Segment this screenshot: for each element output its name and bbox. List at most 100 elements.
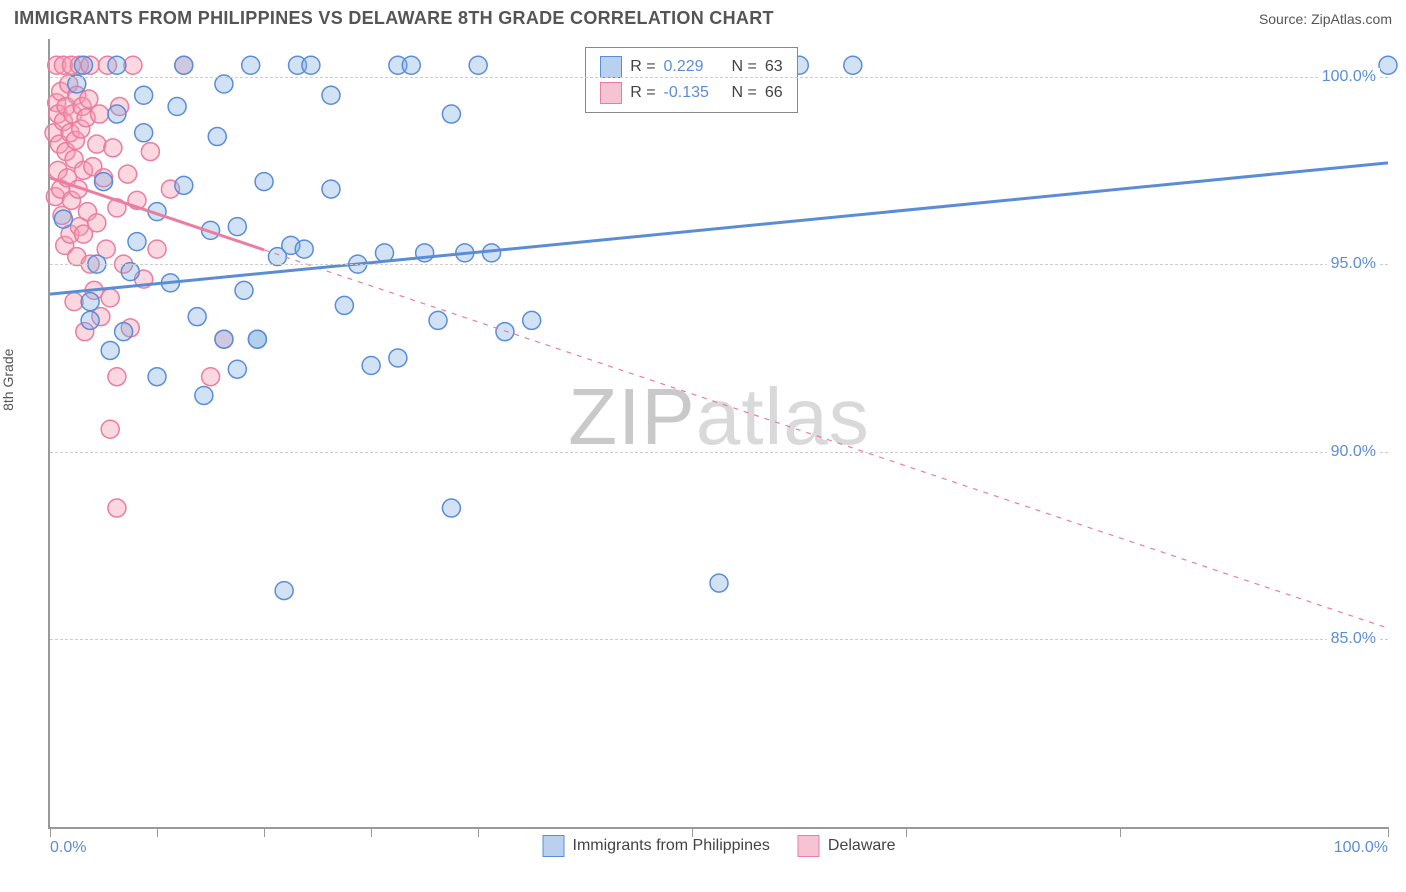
trend-line — [50, 163, 1388, 294]
data-point — [710, 574, 728, 592]
data-point — [74, 56, 92, 74]
data-point — [119, 165, 137, 183]
data-point — [88, 214, 106, 232]
data-point — [215, 75, 233, 93]
data-point — [235, 281, 253, 299]
y-tick-label: 100.0% — [1318, 68, 1380, 86]
y-tick-label: 85.0% — [1327, 630, 1380, 648]
data-point — [295, 240, 313, 258]
data-point — [228, 360, 246, 378]
data-point — [88, 135, 106, 153]
data-point — [335, 296, 353, 314]
gridline — [50, 77, 1388, 78]
data-point — [188, 308, 206, 326]
x-tick — [264, 827, 265, 837]
data-point — [108, 499, 126, 517]
y-axis-label: 8th Grade — [0, 349, 16, 411]
x-max-label: 100.0% — [1334, 839, 1388, 857]
data-point — [202, 368, 220, 386]
data-point — [108, 105, 126, 123]
data-point — [124, 56, 142, 74]
legend-label-blue: Immigrants from Philippines — [573, 837, 770, 855]
data-point — [81, 311, 99, 329]
r-value-pink: -0.135 — [664, 84, 724, 102]
gridline — [50, 264, 1388, 265]
x-tick — [157, 827, 158, 837]
data-point — [80, 90, 98, 108]
data-point — [95, 173, 113, 191]
data-point — [469, 56, 487, 74]
data-point — [168, 98, 186, 116]
legend-row-pink: R = -0.135 N = 66 — [600, 80, 782, 106]
gridline — [50, 452, 1388, 453]
data-point — [248, 330, 266, 348]
x-tick — [478, 827, 479, 837]
data-point — [322, 180, 340, 198]
trend-line-extrapolated — [264, 250, 1388, 628]
legend-label-pink: Delaware — [828, 837, 896, 855]
data-point — [121, 263, 139, 281]
swatch-pink — [798, 835, 820, 857]
x-tick — [906, 827, 907, 837]
swatch-blue — [543, 835, 565, 857]
chart-title: IMMIGRANTS FROM PHILIPPINES VS DELAWARE … — [14, 8, 774, 29]
y-tick-label: 95.0% — [1327, 255, 1380, 273]
data-point — [429, 311, 447, 329]
data-point — [175, 56, 193, 74]
data-point — [402, 56, 420, 74]
data-point — [844, 56, 862, 74]
gridline — [50, 639, 1388, 640]
x-tick — [1120, 827, 1121, 837]
data-point — [81, 293, 99, 311]
source-label: Source: ZipAtlas.com — [1259, 11, 1392, 27]
data-point — [442, 499, 460, 517]
data-point — [101, 289, 119, 307]
data-point — [376, 244, 394, 262]
data-point — [228, 218, 246, 236]
data-point — [91, 105, 109, 123]
data-point — [442, 105, 460, 123]
data-point — [208, 128, 226, 146]
x-tick — [50, 827, 51, 837]
swatch-blue — [600, 56, 622, 78]
plot-region: ZIPatlas R = 0.229 N = 63 R = -0.135 N =… — [48, 39, 1388, 829]
x-tick — [1388, 827, 1389, 837]
data-point — [148, 240, 166, 258]
correlation-legend-box: R = 0.229 N = 63 R = -0.135 N = 66 — [585, 47, 797, 113]
r-label: R = — [630, 58, 655, 76]
title-bar: IMMIGRANTS FROM PHILIPPINES VS DELAWARE … — [0, 0, 1406, 33]
data-point — [302, 56, 320, 74]
legend-item-blue: Immigrants from Philippines — [543, 835, 770, 857]
data-point — [101, 420, 119, 438]
data-point — [362, 356, 380, 374]
data-point — [242, 56, 260, 74]
data-point — [175, 176, 193, 194]
data-point — [389, 349, 407, 367]
data-point — [65, 293, 83, 311]
data-point — [215, 330, 233, 348]
data-point — [104, 139, 122, 157]
data-point — [1379, 56, 1397, 74]
legend-item-pink: Delaware — [798, 835, 896, 857]
n-label: N = — [732, 84, 757, 102]
data-point — [135, 86, 153, 104]
data-point — [135, 124, 153, 142]
data-point — [101, 341, 119, 359]
r-label: R = — [630, 84, 655, 102]
data-point — [148, 368, 166, 386]
data-point — [108, 56, 126, 74]
swatch-pink — [600, 82, 622, 104]
x-min-label: 0.0% — [50, 839, 86, 857]
y-tick-label: 90.0% — [1327, 443, 1380, 461]
data-point — [128, 233, 146, 251]
r-value-blue: 0.229 — [664, 58, 724, 76]
plot-svg — [50, 39, 1388, 827]
data-point — [255, 173, 273, 191]
n-value-blue: 63 — [765, 58, 783, 76]
data-point — [108, 368, 126, 386]
data-point — [54, 210, 72, 228]
data-point — [141, 143, 159, 161]
data-point — [68, 75, 86, 93]
series-legend: Immigrants from Philippines Delaware — [543, 835, 896, 857]
chart-area: 8th Grade ZIPatlas R = 0.229 N = 63 R = … — [38, 39, 1388, 829]
